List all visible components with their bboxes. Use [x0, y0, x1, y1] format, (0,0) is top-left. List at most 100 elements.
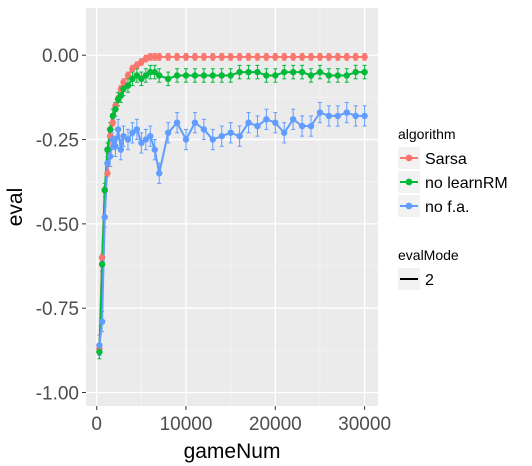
data-point-no-f-a: [114, 126, 122, 133]
data-point-no-learnrm: [112, 105, 119, 113]
legend-label: 2: [425, 272, 434, 289]
data-point-no-learnrm: [182, 72, 190, 79]
data-point-no-learnrm: [352, 68, 359, 76]
legend-key-point: [405, 202, 413, 210]
data-point-no-learnrm: [101, 186, 108, 194]
data-point-no-f-a: [142, 136, 150, 143]
data-point-no-learnrm: [227, 72, 234, 79]
data-point-no-learnrm: [191, 72, 199, 79]
data-point-sarsa: [209, 53, 217, 61]
legend-label: no learnRM: [425, 175, 508, 192]
data-point-no-learnrm: [298, 68, 306, 76]
data-point-no-learnrm: [151, 68, 158, 76]
data-point-sarsa: [245, 53, 252, 61]
data-point-no-f-a: [263, 116, 270, 123]
legend-label: Sarsa: [425, 151, 467, 168]
data-point-no-learnrm: [129, 75, 136, 83]
data-point-no-f-a: [218, 132, 225, 140]
data-point-sarsa: [133, 62, 141, 69]
data-point-no-f-a: [343, 109, 350, 116]
data-point-no-f-a: [129, 129, 136, 136]
data-point-no-learnrm: [96, 348, 103, 356]
data-point-no-f-a: [106, 153, 114, 160]
y-tick-label: 0.00: [42, 46, 79, 67]
data-point-no-f-a: [182, 136, 190, 143]
data-point-no-f-a: [316, 109, 324, 116]
data-point-no-learnrm: [106, 126, 114, 133]
data-point-sarsa: [343, 53, 350, 61]
data-point-no-f-a: [289, 116, 297, 123]
data-point-no-learnrm: [98, 261, 106, 268]
data-point-sarsa: [138, 58, 145, 66]
data-point-sarsa: [281, 53, 288, 61]
data-point-no-f-a: [120, 132, 127, 140]
data-point-no-learnrm: [117, 92, 125, 99]
data-point-no-f-a: [236, 132, 243, 140]
data-point-no-learnrm: [109, 112, 116, 120]
data-point-no-learnrm: [307, 72, 315, 79]
x-axis: 0 10000 20000 30000: [91, 406, 391, 435]
data-point-sarsa: [173, 53, 181, 61]
data-point-sarsa: [263, 53, 270, 61]
data-point-no-f-a: [173, 119, 181, 126]
data-point-no-learnrm: [343, 72, 350, 79]
data-point-sarsa: [334, 53, 342, 61]
data-point-no-f-a: [117, 146, 125, 153]
data-point-sarsa: [289, 53, 297, 61]
data-point-no-learnrm: [164, 75, 172, 83]
data-point-no-learnrm: [142, 72, 150, 79]
data-point-no-learnrm: [236, 68, 243, 76]
data-point-no-learnrm: [245, 68, 252, 76]
data-point-sarsa: [227, 53, 234, 61]
data-point-no-learnrm: [316, 68, 324, 76]
data-point-sarsa: [104, 170, 111, 177]
data-point-sarsa: [352, 53, 359, 61]
data-point-sarsa: [191, 53, 199, 61]
y-axis-title: eval: [4, 188, 27, 227]
x-axis-title: gameNum: [184, 440, 281, 463]
x-tick-label: 30000: [338, 414, 391, 435]
data-point-no-f-a: [101, 213, 108, 221]
data-point-no-f-a: [325, 112, 333, 120]
legend-key-point: [405, 178, 413, 186]
data-point-sarsa: [120, 79, 127, 86]
data-point-no-learnrm: [218, 72, 225, 79]
data-point-sarsa: [182, 53, 190, 61]
data-point-no-learnrm: [272, 72, 279, 79]
data-point-sarsa: [156, 53, 163, 61]
data-point-no-learnrm: [124, 82, 132, 89]
data-point-no-learnrm: [104, 146, 111, 153]
legend-evalmode: evalMode 2: [398, 247, 459, 290]
data-point-no-f-a: [334, 112, 342, 120]
y-axis: 0.00 -0.25 -0.50 -0.75 -1.00: [36, 46, 86, 405]
data-point-no-f-a: [281, 129, 288, 136]
y-tick-label: -1.00: [36, 384, 79, 405]
data-point-no-f-a: [191, 119, 199, 126]
data-point-no-learnrm: [156, 72, 163, 79]
legend-label: no f.a.: [425, 199, 469, 216]
data-point-no-f-a: [109, 136, 116, 143]
legend-algorithm: algorithm Sarsa no learnRM no f.a.: [398, 126, 508, 217]
data-point-no-f-a: [112, 143, 119, 150]
data-point-sarsa: [151, 53, 158, 61]
data-point-sarsa: [98, 254, 106, 261]
data-point-no-f-a: [307, 122, 315, 130]
data-point-no-learnrm: [133, 72, 141, 79]
x-tick-label: 10000: [160, 414, 213, 435]
legend-key-point: [405, 154, 413, 162]
legend-evalmode-title: evalMode: [398, 247, 459, 263]
y-tick-label: -0.50: [36, 215, 79, 236]
data-point-no-learnrm: [361, 68, 368, 76]
data-point-no-f-a: [254, 122, 261, 130]
data-point-no-f-a: [209, 136, 217, 143]
data-point-no-learnrm: [200, 72, 208, 79]
data-point-no-f-a: [352, 112, 359, 120]
legend-algorithm-title: algorithm: [398, 126, 456, 142]
data-point-sarsa: [272, 53, 279, 61]
data-point-no-learnrm: [209, 72, 217, 79]
data-point-no-f-a: [151, 146, 158, 153]
data-point-no-f-a: [138, 139, 145, 147]
data-point-sarsa: [298, 53, 306, 61]
data-point-sarsa: [307, 53, 315, 61]
